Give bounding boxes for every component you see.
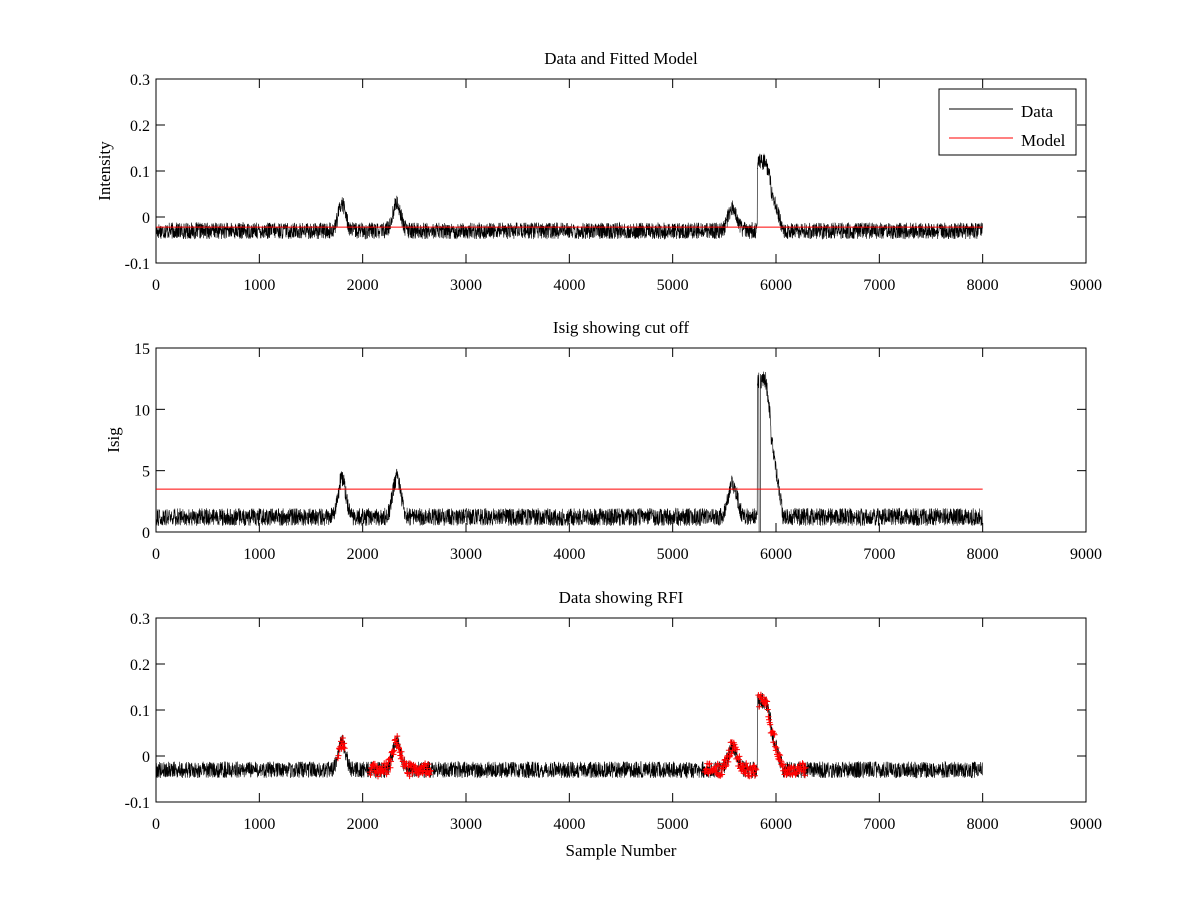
- y-axis-label: Intensity: [95, 141, 114, 201]
- x-tick-label: 7000: [863, 816, 895, 833]
- legend-entry-model: Model: [1021, 131, 1066, 150]
- y-tick-label: 10: [134, 402, 150, 419]
- x-tick-label: 0: [152, 277, 160, 294]
- y-tick-label: 0: [142, 210, 150, 227]
- x-tick-label: 3000: [450, 277, 482, 294]
- y-tick-label: 0.2: [130, 118, 150, 135]
- panel-isig-showing-cut-off: 0 1000 2000 3000 4000 5000 6000 7000 8000 9000 0 5 1…: [104, 318, 1102, 563]
- x-tick-label: 4000: [553, 277, 585, 294]
- y-tick-label: -0.1: [125, 795, 150, 812]
- y-tick-label: 0: [142, 749, 150, 766]
- y-tick-label: 0.1: [130, 164, 150, 181]
- tick-group: 0 1000 2000 3000 4000 5000 6000 7000 8000 9000 -0.…: [125, 611, 1102, 833]
- tick-group: 0 1000 2000 3000 4000 5000 6000 7000 8000 9000 0 5 1…: [134, 341, 1102, 563]
- x-tick-label: 3000: [450, 816, 482, 833]
- x-tick-label: 2000: [347, 546, 379, 563]
- x-axis-label: Sample Number: [566, 841, 677, 860]
- x-tick-label: 9000: [1070, 546, 1102, 563]
- x-tick-label: 6000: [760, 546, 792, 563]
- tick-group: 0 1000 2000 3000 4000 5000 6000 7000 8000 9000 -0.…: [125, 72, 1102, 294]
- x-tick-label: 7000: [863, 277, 895, 294]
- x-tick-label: 0: [152, 546, 160, 563]
- y-axis-label: Isig: [104, 427, 123, 453]
- chart-title: Isig showing cut off: [553, 318, 689, 337]
- x-tick-label: 9000: [1070, 277, 1102, 294]
- panel-data-showing-rfi: 0 1000 2000 3000 4000 5000 6000 7000 8000 9000 -0.…: [125, 588, 1102, 860]
- rfi-markers: [701, 739, 760, 780]
- rfi-markers: [366, 733, 434, 780]
- y-tick-label: 0.1: [130, 703, 150, 720]
- rfi-marker-group: [755, 691, 809, 779]
- x-tick-label: 5000: [657, 546, 689, 563]
- x-tick-label: 8000: [967, 277, 999, 294]
- x-tick-label: 2000: [347, 277, 379, 294]
- y-tick-label: 0.3: [130, 72, 150, 89]
- x-tick-label: 6000: [760, 277, 792, 294]
- y-tick-label: 0: [142, 525, 150, 542]
- x-tick-label: 1000: [243, 546, 275, 563]
- x-tick-label: 9000: [1070, 816, 1102, 833]
- series-group: [155, 691, 983, 780]
- data-series-line: [155, 371, 983, 533]
- x-tick-label: 4000: [553, 816, 585, 833]
- series-group: [155, 371, 983, 533]
- y-tick-label: 0.3: [130, 611, 150, 628]
- panel-data-and-fitted-model: 0 1000 2000 3000 4000 5000 6000 7000 8000 9000 -0.…: [95, 49, 1102, 294]
- x-tick-label: 5000: [657, 816, 689, 833]
- y-tick-label: 15: [134, 341, 150, 358]
- x-tick-label: 5000: [657, 277, 689, 294]
- x-tick-label: 0: [152, 816, 160, 833]
- chart-title: Data showing RFI: [559, 588, 684, 607]
- data-series-line: [155, 693, 983, 780]
- y-tick-label: 0.2: [130, 657, 150, 674]
- chart-title: Data and Fitted Model: [544, 49, 698, 68]
- x-tick-label: 1000: [243, 816, 275, 833]
- x-tick-label: 1000: [243, 277, 275, 294]
- legend: Data Model: [938, 88, 1077, 156]
- series-group: [155, 153, 983, 240]
- legend-box: [938, 88, 1077, 156]
- rfi-marker-group: [334, 735, 348, 762]
- y-tick-label: 5: [142, 464, 150, 481]
- y-tick-label: -0.1: [125, 256, 150, 273]
- rfi-marker-group: [366, 733, 434, 780]
- x-tick-label: 7000: [863, 546, 895, 563]
- x-tick-label: 3000: [450, 546, 482, 563]
- rfi-markers: [334, 735, 348, 762]
- data-series-line: [155, 153, 983, 240]
- x-tick-label: 4000: [553, 546, 585, 563]
- x-tick-label: 6000: [760, 816, 792, 833]
- rfi-markers: [755, 691, 809, 779]
- x-tick-label: 8000: [967, 546, 999, 563]
- rfi-marker-group: [701, 739, 760, 780]
- x-tick-label: 2000: [347, 816, 379, 833]
- x-tick-label: 8000: [967, 816, 999, 833]
- axes-frame: [155, 347, 1087, 533]
- legend-entry-data: Data: [1021, 102, 1054, 121]
